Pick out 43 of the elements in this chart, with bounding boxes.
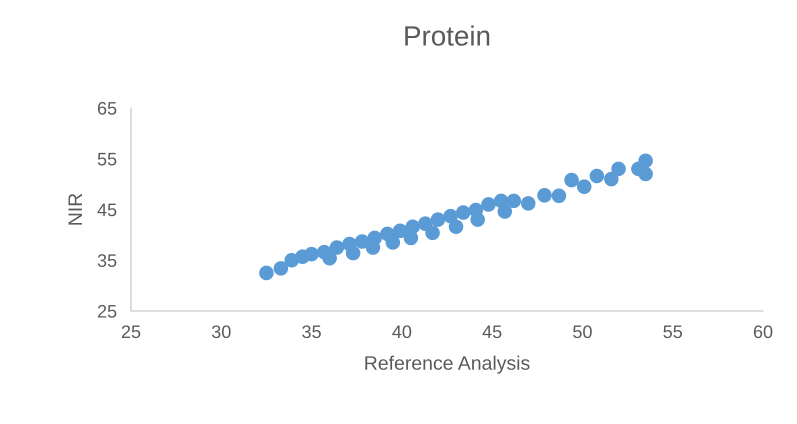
point xyxy=(430,212,446,227)
chart-title: Protein xyxy=(405,25,490,46)
point xyxy=(498,204,512,219)
y-tick-label: 65 xyxy=(98,102,116,115)
point xyxy=(604,172,619,186)
point xyxy=(404,230,418,246)
y-tick-label: 25 xyxy=(98,304,116,318)
x-tick-label: 50 xyxy=(573,325,592,338)
point xyxy=(330,240,344,255)
point xyxy=(506,194,522,208)
y-tick-label: 45 xyxy=(97,204,116,216)
point xyxy=(638,166,653,182)
point xyxy=(576,179,592,194)
point xyxy=(552,188,566,204)
point xyxy=(481,197,496,212)
x-tick-label: 55 xyxy=(663,326,682,338)
point xyxy=(611,162,626,176)
point xyxy=(386,235,400,250)
x-tick-label: 30 xyxy=(212,325,231,338)
y-tick-label: 35 xyxy=(98,254,116,267)
point xyxy=(456,205,471,220)
y-axis-title: NIR xyxy=(68,194,82,225)
x-tick-label: 40 xyxy=(392,325,412,338)
y-tick-label: 55 xyxy=(98,152,116,166)
x-tick-label: 60 xyxy=(754,325,772,338)
point xyxy=(448,219,464,234)
point xyxy=(638,153,653,168)
point xyxy=(322,250,337,266)
point xyxy=(346,246,360,260)
point xyxy=(564,172,579,188)
point xyxy=(470,212,485,227)
point xyxy=(590,168,604,184)
point xyxy=(392,224,408,238)
point xyxy=(259,266,274,280)
x-tick-label: 25 xyxy=(122,325,140,338)
x-tick-label: 45 xyxy=(482,326,502,338)
point xyxy=(274,261,288,276)
x-axis-title: Reference Analysis xyxy=(365,356,530,374)
point xyxy=(425,226,440,240)
x-tick-label: 35 xyxy=(302,325,321,338)
point xyxy=(537,188,552,203)
point xyxy=(304,246,319,262)
point xyxy=(520,196,536,211)
